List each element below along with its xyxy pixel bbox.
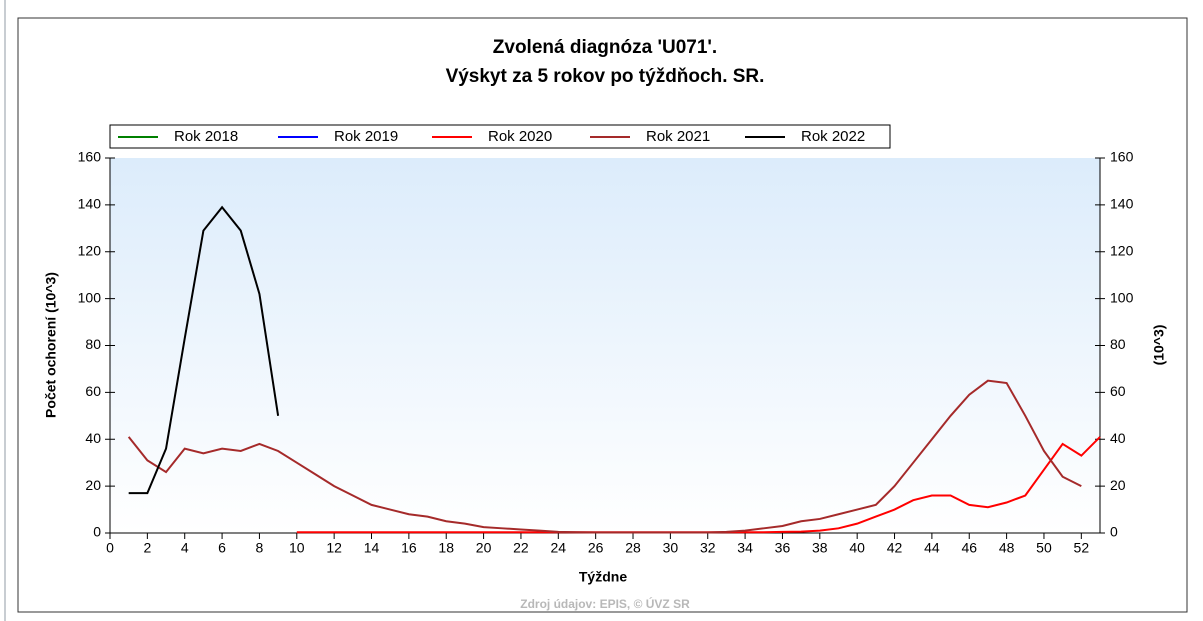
x-tick-label: 18 bbox=[438, 540, 454, 556]
x-tick-label: 8 bbox=[256, 540, 264, 556]
series-line bbox=[127, 379, 1082, 534]
legend-label: Rok 2019 bbox=[334, 128, 398, 145]
y-tick-label: 100 bbox=[78, 289, 102, 305]
x-tick-label: 10 bbox=[289, 540, 305, 556]
x-tick-label: 38 bbox=[812, 540, 828, 556]
x-tick-label: 2 bbox=[143, 540, 151, 556]
y-tick-label: 20 bbox=[85, 477, 101, 493]
y2-tick-label: 100 bbox=[1110, 289, 1134, 305]
y2-tick-label: 20 bbox=[1110, 477, 1126, 493]
x-tick-label: 48 bbox=[999, 540, 1015, 556]
legend-label: Rok 2021 bbox=[646, 128, 710, 145]
chart-title: Zvolená diagnóza 'U071'. bbox=[493, 37, 717, 58]
legend-box bbox=[109, 124, 891, 149]
x-tick-label: 30 bbox=[663, 540, 679, 556]
y2-tick-label: 160 bbox=[1110, 149, 1134, 165]
source-note: Zdroj údajov: EPIS, © ÚVZ SR bbox=[520, 596, 690, 611]
chart-subtitle: Výskyt za 5 rokov po týždňoch. SR. bbox=[446, 66, 765, 87]
y-tick-label: 140 bbox=[78, 196, 102, 212]
x-tick-label: 26 bbox=[588, 540, 604, 556]
x-tick-label: 40 bbox=[849, 540, 865, 556]
x-tick-label: 36 bbox=[775, 540, 791, 556]
x-tick-label: 44 bbox=[924, 540, 940, 556]
legend-label: Rok 2018 bbox=[174, 128, 238, 145]
x-tick-label: 24 bbox=[551, 540, 567, 556]
x-tick-label: 0 bbox=[106, 540, 114, 556]
y2-axis-label: (10^3) bbox=[1151, 325, 1167, 366]
y-tick-label: 80 bbox=[85, 336, 101, 352]
x-tick-label: 22 bbox=[513, 540, 529, 556]
y-tick-label: 40 bbox=[85, 430, 101, 446]
y-axis-label: Počet ochorení (10^3) bbox=[43, 272, 59, 418]
y2-tick-label: 40 bbox=[1110, 430, 1126, 446]
legend-label: Rok 2020 bbox=[488, 128, 552, 145]
plot-area bbox=[110, 158, 1100, 533]
series-line bbox=[128, 205, 280, 495]
x-tick-label: 28 bbox=[625, 540, 641, 556]
x-tick-label: 14 bbox=[364, 540, 380, 556]
x-tick-label: 6 bbox=[218, 540, 226, 556]
x-tick-label: 46 bbox=[961, 540, 977, 556]
x-tick-label: 34 bbox=[737, 540, 753, 556]
x-tick-label: 42 bbox=[887, 540, 903, 556]
y2-tick-label: 80 bbox=[1110, 336, 1126, 352]
y2-tick-label: 0 bbox=[1110, 524, 1118, 540]
y-tick-label: 60 bbox=[85, 383, 101, 399]
y2-tick-label: 60 bbox=[1110, 383, 1126, 399]
x-tick-label: 52 bbox=[1074, 540, 1090, 556]
y-tick-label: 120 bbox=[78, 242, 102, 258]
y2-tick-label: 120 bbox=[1110, 242, 1134, 258]
x-tick-label: 50 bbox=[1036, 540, 1052, 556]
x-axis-label: Týždne bbox=[579, 569, 627, 585]
x-tick-label: 12 bbox=[326, 540, 342, 556]
x-tick-label: 20 bbox=[476, 540, 492, 556]
x-tick-label: 16 bbox=[401, 540, 417, 556]
legend-label: Rok 2022 bbox=[801, 128, 865, 145]
x-tick-label: 32 bbox=[700, 540, 716, 556]
x-tick-label: 4 bbox=[181, 540, 189, 556]
y2-tick-label: 140 bbox=[1110, 196, 1134, 212]
y-tick-label: 0 bbox=[93, 524, 101, 540]
y-tick-label: 160 bbox=[78, 149, 102, 165]
